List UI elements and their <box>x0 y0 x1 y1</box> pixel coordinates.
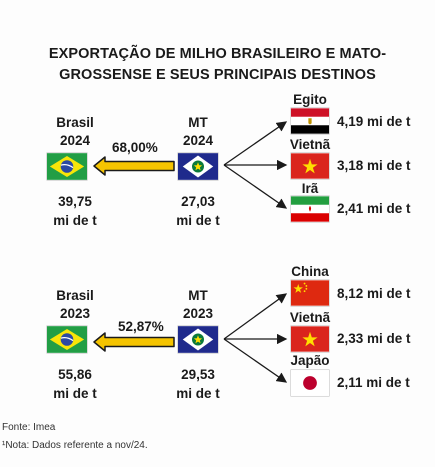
brazil-flag-icon <box>47 153 87 180</box>
dest-value-egito: 4,19 mi de t <box>337 114 411 129</box>
title-line-2: GROSSENSE E SEUS PRINCIPAIS DESTINOS <box>59 67 376 83</box>
dest-value-china: 8,12 mi de t <box>337 286 411 301</box>
mt-label: MT <box>188 115 208 130</box>
mt-label: MT <box>188 288 208 303</box>
footnote: ¹Nota: Dados referente a nov/24. <box>2 440 148 451</box>
share-percentage: 68,00% <box>112 140 158 155</box>
brasil-value-unit: mi de t <box>53 213 97 228</box>
mt-value-number: 29,53 <box>181 367 215 382</box>
mt-year: 2023 <box>182 306 214 321</box>
dest-country-vietna: Vietnã <box>289 310 331 325</box>
brasil-year: 2024 <box>59 133 91 148</box>
dest-value-vietna: 2,33 mi de t <box>337 331 411 346</box>
brazil-flag-icon <box>47 326 87 353</box>
mato-grosso-flag-icon <box>178 153 218 180</box>
brasil-value-unit: mi de t <box>53 386 97 401</box>
brasil-year: 2023 <box>59 306 91 321</box>
brasil-value-number: 55,86 <box>58 367 92 382</box>
destination-arrows <box>223 121 288 209</box>
dest-country-japao: Japão <box>290 353 330 368</box>
brasil-value: 55,86 mi de t <box>40 365 110 403</box>
dest-country-china: China <box>291 264 329 279</box>
dest-country-vietna: Vietnã <box>289 137 331 152</box>
arrow-to-ira <box>223 164 288 209</box>
title-line-1: EXPORTAÇÃO DE MILHO BRASILEIRO E MATO- <box>48 46 387 62</box>
mt-year: 2024 <box>182 133 214 148</box>
dest-country-ira: Irã <box>301 181 319 196</box>
mt-value: 27,03 mi de t <box>168 192 228 230</box>
iran-flag-icon <box>291 196 329 222</box>
arrow-to-egito <box>223 121 288 166</box>
china-flag-icon <box>291 280 329 306</box>
share-arrow-icon <box>93 332 175 352</box>
dest-value-vietna: 3,18 mi de t <box>337 158 411 173</box>
share-arrow-icon <box>93 156 175 176</box>
arrow-to-japao <box>223 338 288 383</box>
japan-flag-icon <box>291 370 329 396</box>
mt-value: 29,53 mi de t <box>168 365 228 403</box>
brasil-label: Brasil <box>56 288 94 303</box>
arrow-to-china <box>223 293 288 340</box>
brasil-label: Brasil <box>56 115 94 130</box>
mt-value-unit: mi de t <box>176 213 220 228</box>
dest-value-ira: 2,41 mi de t <box>337 201 411 216</box>
dest-value-japao: 2,11 mi de t <box>337 375 410 390</box>
egypt-flag-icon <box>291 108 329 134</box>
vietnam-flag-icon <box>291 326 329 352</box>
page-title: EXPORTAÇÃO DE MILHO BRASILEIRO E MATO- G… <box>0 44 435 86</box>
source-note: Fonte: Imea <box>2 422 56 433</box>
share-percentage: 52,87% <box>118 319 164 334</box>
mato-grosso-flag-icon <box>178 326 218 353</box>
mt-value-number: 27,03 <box>181 194 215 209</box>
mt-value-unit: mi de t <box>176 386 220 401</box>
destination-arrows <box>223 293 288 383</box>
brasil-value-number: 39,75 <box>58 194 92 209</box>
vietnam-flag-icon <box>291 153 329 179</box>
brasil-value: 39,75 mi de t <box>40 192 110 230</box>
dest-country-egito: Egito <box>293 92 327 107</box>
